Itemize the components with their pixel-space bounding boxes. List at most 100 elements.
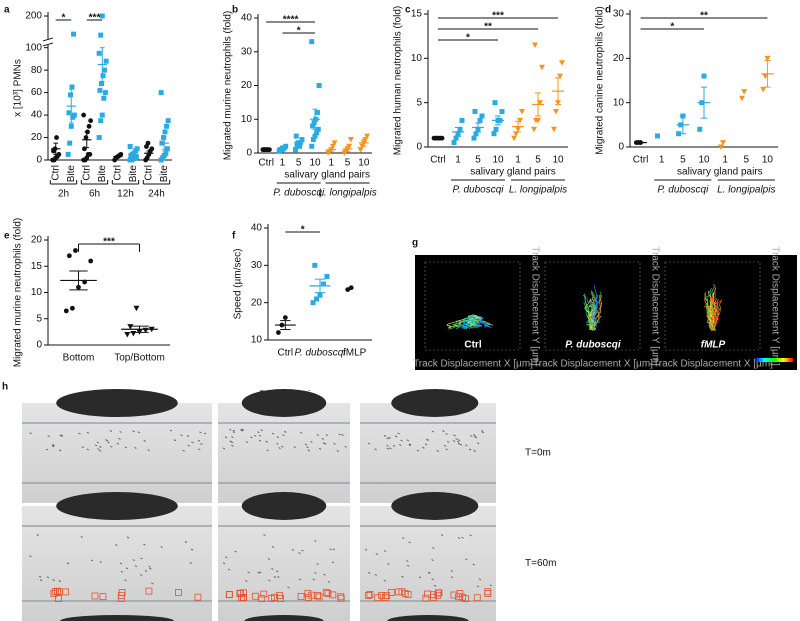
cell <box>132 559 135 562</box>
cell <box>374 573 378 576</box>
cell <box>46 576 50 579</box>
cell <box>86 448 90 451</box>
migrated-cell <box>337 594 345 602</box>
cell <box>105 439 108 442</box>
cell <box>452 440 456 443</box>
cell <box>431 430 435 433</box>
cell <box>187 444 190 447</box>
data-point <box>96 135 102 141</box>
cell <box>455 438 458 440</box>
data-point <box>762 73 769 80</box>
cell <box>109 430 113 432</box>
data-point <box>311 120 317 126</box>
migrated-cell <box>395 588 402 596</box>
data-point <box>477 117 483 123</box>
microscopy-image <box>218 506 350 621</box>
cell <box>190 548 194 551</box>
colorbar <box>755 358 793 362</box>
cell <box>232 431 236 434</box>
cell <box>470 435 473 437</box>
data-point <box>459 117 465 123</box>
x-tick-label: 5 <box>296 158 302 169</box>
cell <box>191 441 194 444</box>
cell <box>78 432 81 435</box>
significance-label: * <box>297 26 301 37</box>
data-point <box>87 151 93 157</box>
cell <box>271 568 274 570</box>
cell <box>331 561 335 564</box>
cell <box>182 449 185 452</box>
x-tick-label: Ctrl <box>633 155 649 166</box>
cell <box>52 445 55 448</box>
y-tick-label: 0 <box>416 142 422 153</box>
group-label: 24h <box>148 189 165 200</box>
track-label: P. duboscqi <box>565 340 621 351</box>
migrated-cell <box>387 589 395 596</box>
cell <box>149 567 152 570</box>
group-label: L. longipalpis <box>318 188 376 199</box>
track-frame <box>424 261 521 351</box>
data-point <box>65 151 71 157</box>
data-point <box>164 146 170 152</box>
cell <box>184 541 188 543</box>
data-point <box>493 126 499 132</box>
cell <box>418 576 422 579</box>
well-edge <box>241 389 327 417</box>
data-point <box>314 130 320 136</box>
migrated-cell <box>378 592 386 599</box>
cell <box>312 578 316 581</box>
panel-letter: e <box>4 231 10 242</box>
cell <box>388 436 391 439</box>
data-point <box>310 300 316 306</box>
cell <box>266 449 269 452</box>
data-point <box>71 31 77 37</box>
cell <box>443 444 447 447</box>
data-point <box>82 146 87 152</box>
cell <box>250 436 253 439</box>
cell <box>66 562 70 565</box>
cell <box>400 439 403 442</box>
cell <box>276 436 280 439</box>
cell <box>200 443 203 446</box>
cell <box>476 585 480 588</box>
cell <box>298 552 301 554</box>
data-point <box>739 95 746 102</box>
x-tick-label: Ctrl <box>143 165 154 181</box>
x-tick-label: 10 <box>492 155 504 166</box>
cell <box>52 579 55 581</box>
cell <box>386 437 389 440</box>
data-point <box>741 89 748 95</box>
cell <box>225 556 228 559</box>
x-axis-label: salivary gland pairs <box>470 167 556 178</box>
y-tick-label: 30 <box>613 9 625 20</box>
data-point <box>348 285 354 291</box>
group-label: L. longipalpis <box>717 185 775 196</box>
microscopy-image <box>218 403 350 503</box>
cell <box>457 442 461 445</box>
data-point <box>98 118 104 124</box>
cell <box>231 444 234 447</box>
cell <box>60 434 63 437</box>
migrated-cell <box>251 592 259 600</box>
cell <box>459 443 463 446</box>
data-point <box>56 151 62 157</box>
x-tick-label: 10 <box>309 158 321 169</box>
data-point <box>68 123 74 129</box>
track-axis-label: Track Displacement Y [µm] <box>529 246 540 366</box>
data-point <box>134 146 140 152</box>
data-point <box>309 39 315 45</box>
data-point <box>331 140 338 146</box>
x-tick-label: 5 <box>535 155 541 166</box>
cell <box>481 431 485 434</box>
data-point <box>314 110 320 115</box>
migrated-cell <box>366 591 374 598</box>
cell <box>406 439 409 442</box>
data-point <box>511 135 517 142</box>
cell <box>402 537 405 540</box>
data-point <box>164 123 170 129</box>
cell <box>406 560 409 562</box>
data-point <box>697 126 703 132</box>
cell <box>58 449 62 452</box>
cell <box>316 563 319 565</box>
migrated-cell <box>381 594 389 601</box>
